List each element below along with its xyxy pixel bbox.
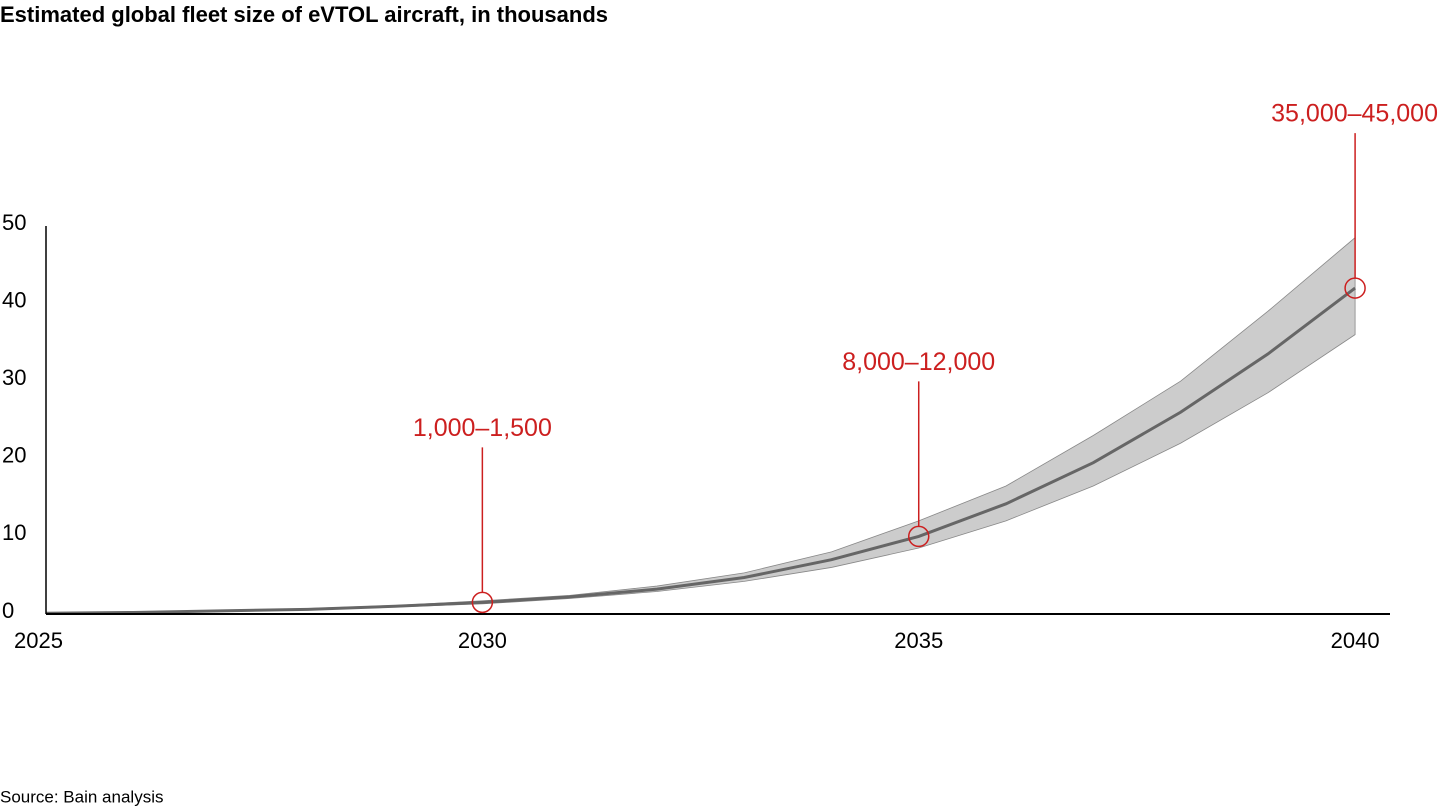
trend-line — [45, 286, 1356, 615]
x-tick-label: 2030 — [458, 628, 507, 653]
x-tick-label: 2025 — [14, 628, 63, 653]
annotation-marker — [471, 591, 494, 614]
annotation-marker — [907, 525, 930, 548]
chart-title: Estimated global fleet size of eVTOL air… — [0, 2, 608, 27]
x-tick-label: 2035 — [894, 628, 943, 653]
annotation-label: 8,000–12,000 — [842, 348, 995, 376]
y-tick-label: 50 — [2, 210, 26, 235]
y-tick-label: 0 — [2, 598, 14, 623]
y-tick-label: 30 — [2, 365, 26, 390]
source-note: Source: Bain analysis — [0, 787, 163, 806]
y-tick-label: 10 — [2, 520, 26, 545]
annotation-marker — [1344, 277, 1366, 299]
annotation-label: 35,000–45,000 — [1271, 100, 1438, 128]
x-tick-label: 2040 — [1331, 628, 1380, 653]
y-tick-label: 40 — [2, 287, 26, 312]
annotation-label: 1,000–1,500 — [413, 414, 552, 442]
y-tick-label: 20 — [2, 443, 26, 468]
